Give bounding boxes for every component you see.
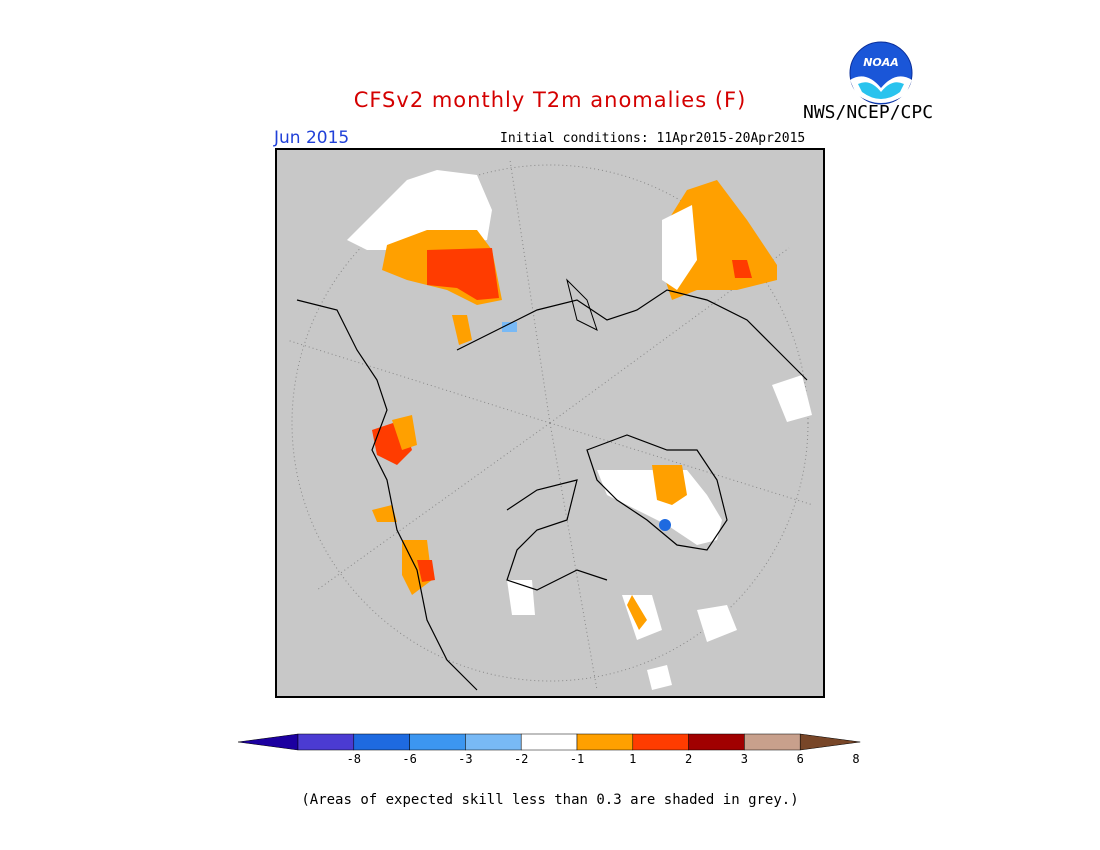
- colorbar-segment: [744, 733, 801, 751]
- anomaly-region-orange: [627, 595, 647, 630]
- colorbar-segment: [632, 733, 689, 751]
- colorbar-tick-label: 1: [629, 752, 637, 766]
- agency-label: NWS/NCEP/CPC: [803, 102, 934, 123]
- coastline: [566, 278, 598, 331]
- anomaly-point-blue: [659, 519, 671, 531]
- anomaly-region-orange: [392, 415, 417, 450]
- colorbar: [238, 733, 861, 751]
- valid-month: Jun 2015: [274, 128, 350, 148]
- anomaly-region-orange: [452, 315, 472, 345]
- noaa-logo: NOAA: [849, 41, 913, 105]
- initial-conditions: Initial conditions: 11Apr2015-20Apr2015: [500, 131, 806, 146]
- anomaly-region-orange: [372, 505, 397, 522]
- colorbar-tick-label: -3: [458, 752, 473, 766]
- coastline: [506, 479, 608, 591]
- latitude-circle: [291, 164, 809, 682]
- colorbar-tick-label: 3: [740, 752, 749, 766]
- anomaly-region-red: [732, 260, 752, 278]
- colorbar-tick-label: -2: [513, 752, 529, 766]
- anomaly-region-orange: [652, 465, 687, 505]
- colorbar-arrow-right: [799, 733, 861, 751]
- meridian-line: [316, 422, 551, 591]
- anomaly-region-white: [507, 580, 535, 615]
- colorbar-tick-label: -6: [402, 752, 417, 766]
- greenland-region: [597, 470, 722, 545]
- meridian-line: [286, 339, 551, 424]
- colorbar-segment: [409, 733, 466, 751]
- colorbar-segment: [520, 733, 578, 751]
- anomaly-region-white: [772, 375, 812, 422]
- colorbar-segment: [688, 733, 745, 751]
- meridian-line: [549, 247, 790, 424]
- meridian-line: [509, 159, 551, 424]
- colorbar-tick-label: -8: [346, 752, 362, 766]
- colorbar-segment: [297, 733, 355, 751]
- meridian-line: [549, 422, 598, 691]
- colorbar-tick-label: 2: [684, 752, 693, 766]
- anomaly-region-red: [417, 560, 435, 582]
- noaa-logo-text: NOAA: [863, 56, 899, 69]
- colorbar-tick-label: 8: [852, 752, 860, 766]
- anomaly-region-white: [662, 205, 697, 290]
- anomaly-region-red: [427, 248, 499, 300]
- map-canvas: [286, 159, 814, 691]
- colorbar-segment: [465, 733, 522, 751]
- colorbar-segment: [353, 733, 410, 751]
- skill-note: (Areas of expected skill less than 0.3 a…: [301, 792, 799, 808]
- polar-map: [275, 148, 825, 698]
- greenland-coastline: [586, 434, 728, 551]
- coastline: [456, 289, 808, 381]
- anomaly-point-lightblue: [502, 322, 517, 332]
- chart-title: CFSv2 monthly T2m anomalies (F): [353, 88, 747, 112]
- coastline: [296, 299, 478, 691]
- colorbar-tick-label: 6: [796, 752, 804, 766]
- anomaly-region-white: [647, 665, 672, 690]
- colorbar-segment: [576, 733, 634, 751]
- colorbar-tick-label: -1: [569, 752, 585, 766]
- colorbar-arrow-left: [238, 733, 299, 751]
- anomaly-region-white: [697, 605, 737, 642]
